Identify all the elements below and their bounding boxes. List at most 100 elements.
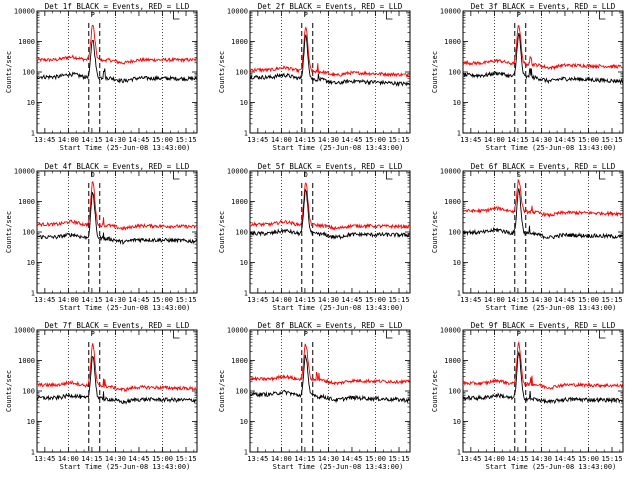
x-tick-label: 14:45: [341, 455, 362, 463]
state-marker: [386, 330, 393, 339]
x-tick-label: 14:15: [507, 455, 528, 463]
x-tick-label: 14:15: [507, 296, 528, 304]
y-tick-label: 1000: [18, 38, 35, 46]
y-tick-label: 100: [448, 69, 461, 77]
x-axis-label: Start Time (25-Jun-08 13:43:00): [273, 463, 404, 471]
y-tick-label: 1000: [444, 198, 461, 206]
panel-title: Det 9f BLACK = Events, RED = LLD: [471, 321, 616, 330]
state-marker: [173, 171, 180, 180]
x-tick-label: 15:15: [388, 136, 409, 144]
x-tick-label: 15:00: [578, 136, 599, 144]
y-axis-label: Counts/sec: [431, 370, 439, 412]
x-tick-label: 14:45: [554, 136, 575, 144]
y-tick-label: 100: [448, 229, 461, 237]
y-tick-label: 10: [27, 259, 35, 267]
x-tick-label: 14:15: [81, 455, 102, 463]
x-tick-label: 15:00: [365, 136, 386, 144]
y-axis-label: Counts/sec: [5, 370, 13, 412]
y-tick-label: 1: [31, 449, 35, 457]
y-tick-label: 10: [453, 259, 461, 267]
y-tick-label: 10000: [227, 8, 248, 16]
x-tick-label: 15:00: [365, 296, 386, 304]
x-tick-label: 14:00: [484, 455, 505, 463]
y-axis-label: Counts/sec: [218, 370, 226, 412]
y-tick-label: 1: [244, 290, 248, 298]
x-tick-label: 14:30: [531, 455, 552, 463]
y-tick-label: 100: [22, 229, 35, 237]
y-tick-label: 10000: [227, 327, 248, 335]
y-tick-label: 10000: [440, 8, 461, 16]
panel-title: Det 7f BLACK = Events, RED = LLD: [45, 321, 190, 330]
x-tick-label: 14:45: [128, 136, 149, 144]
lld-series-line: [36, 343, 197, 393]
x-tick-label: 13:45: [247, 455, 268, 463]
x-tick-label: 14:45: [341, 296, 362, 304]
x-axis-label: Start Time (25-Jun-08 13:43:00): [60, 304, 191, 312]
x-tick-label: 14:00: [58, 455, 79, 463]
y-tick-label: 1: [244, 449, 248, 457]
x-tick-label: 14:00: [484, 296, 505, 304]
x-tick-label: 15:00: [152, 296, 173, 304]
y-tick-label: 10: [453, 418, 461, 426]
plot-frame: [462, 170, 624, 294]
y-axis-label: Counts/sec: [431, 51, 439, 93]
x-tick-label: 14:30: [105, 136, 126, 144]
panel-title: Det 1f BLACK = Events, RED = LLD: [45, 2, 190, 11]
x-tick-label: 14:30: [318, 455, 339, 463]
x-tick-label: 15:00: [578, 296, 599, 304]
x-tick-label: 14:15: [81, 136, 102, 144]
x-tick-label: 15:00: [152, 455, 173, 463]
plot-frame: [36, 10, 198, 134]
x-tick-label: 14:45: [554, 296, 575, 304]
x-tick-label: 14:15: [294, 296, 315, 304]
panel-title: Det 2f BLACK = Events, RED = LLD: [258, 2, 403, 11]
plot-frame: [249, 10, 411, 134]
x-tick-label: 14:15: [294, 136, 315, 144]
panel-det-7: Det 7f BLACK = Events, RED = LLD 1 10 100 10…: [5, 321, 198, 471]
x-tick-label: 15:00: [152, 136, 173, 144]
plot-frame: [36, 170, 198, 294]
y-tick-label: 1000: [231, 357, 248, 365]
y-tick-label: 100: [235, 229, 248, 237]
state-marker: [599, 11, 606, 20]
lld-series-line: [462, 340, 623, 390]
x-tick-label: 15:00: [365, 455, 386, 463]
y-tick-label: 1: [31, 130, 35, 138]
y-tick-label: 10: [240, 418, 248, 426]
x-tick-label: 15:15: [175, 136, 196, 144]
y-tick-label: 1: [457, 130, 461, 138]
x-tick-label: 15:15: [601, 296, 622, 304]
x-axis-label: Start Time (25-Jun-08 13:43:00): [486, 304, 617, 312]
y-tick-label: 1000: [231, 198, 248, 206]
x-tick-label: 13:45: [460, 455, 481, 463]
y-tick-label: 100: [235, 388, 248, 396]
y-tick-label: 1000: [18, 357, 35, 365]
events-series-line: [36, 191, 197, 245]
panel-title: Det 4f BLACK = Events, RED = LLD: [45, 162, 190, 171]
x-tick-label: 15:15: [601, 455, 622, 463]
x-tick-label: 13:45: [460, 136, 481, 144]
x-axis-label: Start Time (25-Jun-08 13:43:00): [60, 144, 191, 152]
y-tick-label: 10: [453, 99, 461, 107]
y-axis-label: Counts/sec: [5, 51, 13, 93]
events-series-line: [249, 189, 410, 240]
events-series-line: [249, 34, 410, 88]
panel-det-2: Det 2f BLACK = Events, RED = LLD 1 10 100 10…: [218, 2, 411, 152]
x-tick-label: 15:15: [175, 455, 196, 463]
events-series-line: [249, 354, 410, 404]
y-tick-label: 1000: [444, 357, 461, 365]
panel-title: Det 3f BLACK = Events, RED = LLD: [471, 2, 616, 11]
x-tick-label: 13:45: [247, 136, 268, 144]
y-tick-label: 1000: [444, 38, 461, 46]
x-tick-label: 14:00: [58, 136, 79, 144]
x-tick-label: 15:00: [578, 455, 599, 463]
y-tick-label: 1000: [231, 38, 248, 46]
panel-det-6: Det 6f BLACK = Events, RED = LLD 1 10 100 10…: [431, 162, 624, 312]
x-tick-label: 14:30: [105, 455, 126, 463]
panel-title: Det 6f BLACK = Events, RED = LLD: [471, 162, 616, 171]
y-tick-label: 10: [27, 418, 35, 426]
x-tick-label: 14:15: [507, 136, 528, 144]
y-tick-label: 10000: [14, 8, 35, 16]
y-axis-label: Counts/sec: [218, 51, 226, 93]
y-tick-label: 1: [244, 130, 248, 138]
